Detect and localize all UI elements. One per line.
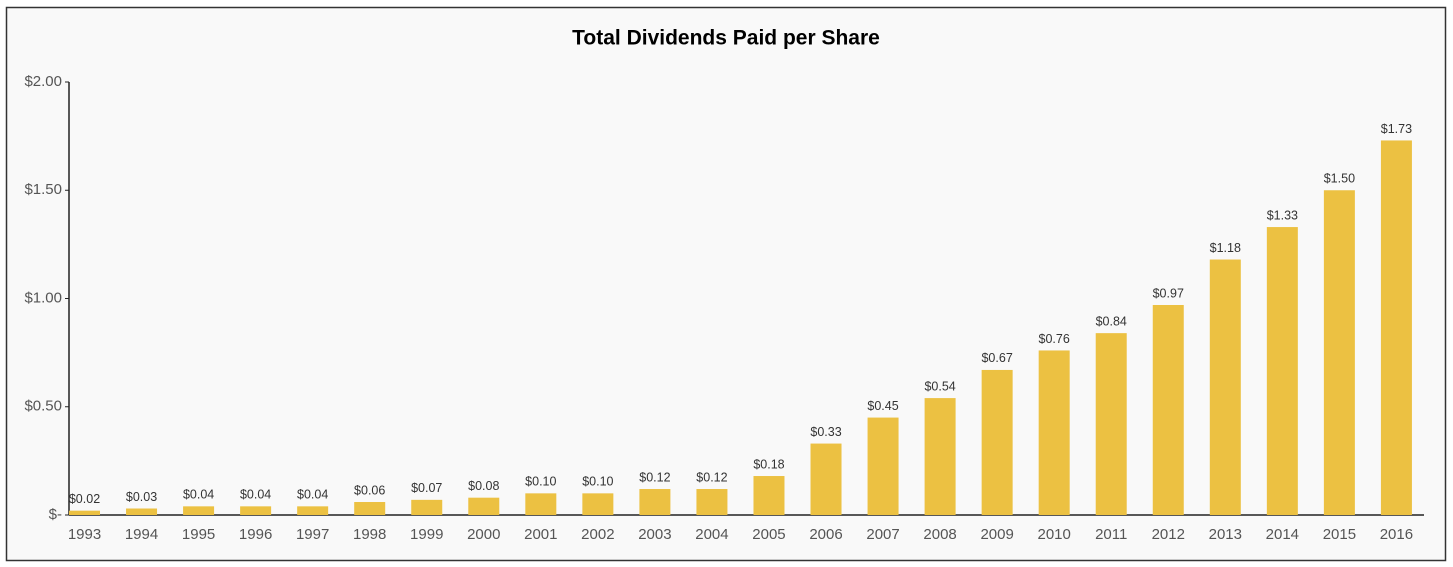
bar bbox=[1152, 304, 1184, 515]
x-tick-label: 2004 bbox=[695, 526, 728, 543]
value-label: $0.06 bbox=[354, 483, 385, 497]
y-tick-label: $2.00 bbox=[24, 73, 62, 90]
x-tick-label: 2016 bbox=[1380, 526, 1413, 543]
value-label: $0.07 bbox=[411, 481, 442, 495]
x-tick-label: 2014 bbox=[1266, 526, 1299, 543]
value-label: $0.12 bbox=[696, 470, 727, 484]
bar bbox=[753, 476, 785, 515]
bar bbox=[696, 489, 728, 515]
bar bbox=[297, 506, 329, 515]
value-label: $0.54 bbox=[924, 379, 955, 393]
bar bbox=[1095, 333, 1127, 515]
bar bbox=[810, 443, 842, 515]
value-label: $0.76 bbox=[1039, 332, 1070, 346]
x-tick-label: 1999 bbox=[410, 526, 443, 543]
x-tick-label: 1993 bbox=[68, 526, 101, 543]
bar bbox=[525, 493, 557, 515]
x-tick-label: 1994 bbox=[125, 526, 158, 543]
value-label: $0.97 bbox=[1153, 286, 1184, 300]
x-tick-label: 1996 bbox=[239, 526, 272, 543]
bar bbox=[1038, 350, 1070, 515]
value-label: $1.73 bbox=[1381, 122, 1412, 136]
value-label: $0.33 bbox=[810, 425, 841, 439]
value-label: $0.84 bbox=[1096, 314, 1127, 328]
x-tick-label: 2003 bbox=[638, 526, 671, 543]
y-tick-label: $- bbox=[49, 506, 62, 523]
bar bbox=[582, 493, 614, 515]
x-tick-label: 2007 bbox=[866, 526, 899, 543]
value-label: $1.33 bbox=[1267, 208, 1298, 222]
y-tick-label: $0.50 bbox=[24, 398, 62, 415]
value-label: $0.12 bbox=[639, 470, 670, 484]
x-tick-label: 2000 bbox=[467, 526, 500, 543]
value-label: $0.02 bbox=[69, 492, 100, 506]
value-label: $0.04 bbox=[183, 488, 214, 502]
value-label: $0.04 bbox=[297, 488, 328, 502]
x-tick-label: 2010 bbox=[1037, 526, 1070, 543]
bar bbox=[183, 506, 215, 515]
bar bbox=[354, 502, 386, 515]
x-tick-label: 2008 bbox=[923, 526, 956, 543]
value-label: $0.18 bbox=[753, 457, 784, 471]
bar bbox=[69, 510, 100, 515]
bar bbox=[867, 417, 899, 515]
value-label: $1.18 bbox=[1210, 241, 1241, 255]
x-tick-label: 2015 bbox=[1323, 526, 1356, 543]
bar bbox=[126, 508, 158, 515]
chart-frame bbox=[5, 6, 1447, 562]
x-tick-label: 2001 bbox=[524, 526, 557, 543]
bar bbox=[1209, 259, 1241, 515]
bar bbox=[1266, 227, 1298, 515]
bar bbox=[240, 506, 272, 515]
x-tick-label: 2005 bbox=[752, 526, 785, 543]
x-tick-label: 1998 bbox=[353, 526, 386, 543]
value-label: $0.03 bbox=[126, 490, 157, 504]
bar bbox=[924, 398, 956, 515]
x-tick-label: 1997 bbox=[296, 526, 329, 543]
bar bbox=[1323, 190, 1355, 515]
x-tick-label: 1995 bbox=[182, 526, 215, 543]
value-label: $0.04 bbox=[240, 488, 271, 502]
x-tick-label: 2012 bbox=[1152, 526, 1185, 543]
chart-title: Total Dividends Paid per Share bbox=[572, 27, 880, 50]
x-tick-label: 2009 bbox=[980, 526, 1013, 543]
bar bbox=[411, 499, 443, 515]
x-tick-label: 2011 bbox=[1095, 526, 1127, 543]
x-tick-label: 2013 bbox=[1209, 526, 1242, 543]
bar bbox=[1380, 140, 1412, 515]
y-tick-label: $1.50 bbox=[24, 181, 62, 198]
x-tick-label: 2002 bbox=[581, 526, 614, 543]
value-label: $0.45 bbox=[867, 399, 898, 413]
bar bbox=[981, 369, 1013, 515]
bar bbox=[639, 489, 671, 515]
value-label: $0.08 bbox=[468, 479, 499, 493]
value-label: $0.10 bbox=[582, 475, 613, 489]
y-tick-label: $1.00 bbox=[24, 289, 62, 306]
value-label: $0.10 bbox=[525, 475, 556, 489]
bar bbox=[468, 497, 500, 515]
x-tick-label: 2006 bbox=[809, 526, 842, 543]
value-label: $0.67 bbox=[981, 351, 1012, 365]
value-label: $1.50 bbox=[1324, 172, 1355, 186]
